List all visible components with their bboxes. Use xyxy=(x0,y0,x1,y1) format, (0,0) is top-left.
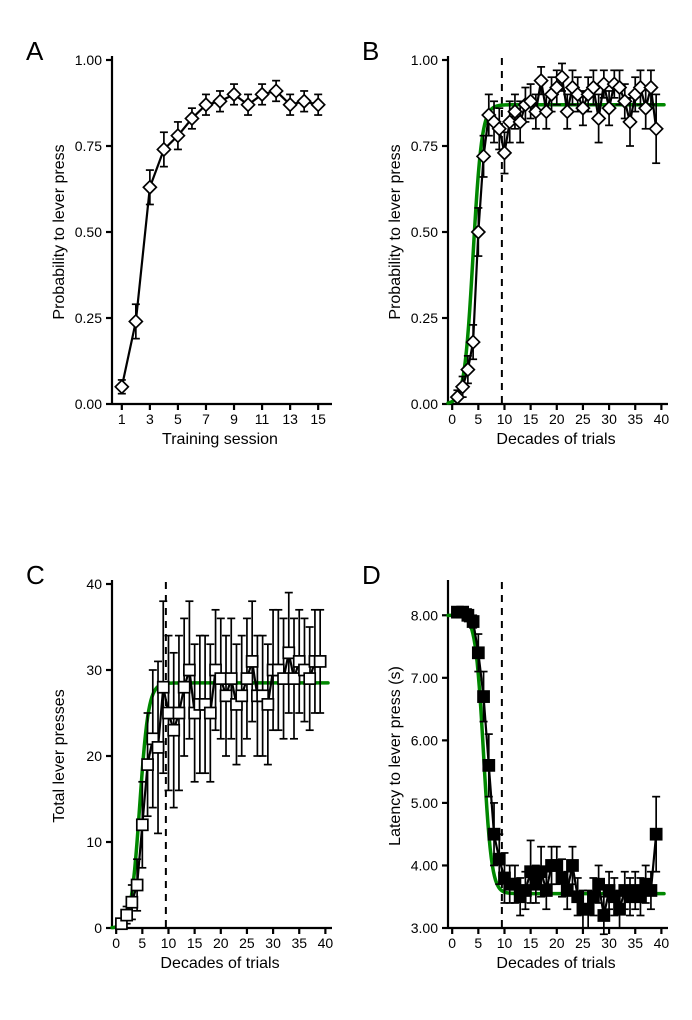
svg-text:6.00: 6.00 xyxy=(411,732,438,748)
svg-text:Probability to lever press: Probability to lever press xyxy=(51,144,68,319)
svg-text:15: 15 xyxy=(523,935,539,951)
svg-text:1.00: 1.00 xyxy=(411,52,438,68)
svg-text:30: 30 xyxy=(601,411,617,427)
svg-text:25: 25 xyxy=(575,935,591,951)
panel-B: 0.00 0.25 0.50 0.75 1.00 0 5 10 15 20 25 30 35 40 Prob… xyxy=(386,40,676,460)
panel-D: 3.00 4.00 5.00 6.00 7.00 8.00 0 5 10 15 20 25 30 35 40… xyxy=(386,564,676,984)
svg-text:30: 30 xyxy=(86,662,102,678)
svg-text:10: 10 xyxy=(161,935,177,951)
svg-text:10: 10 xyxy=(497,935,513,951)
svg-text:8.00: 8.00 xyxy=(411,607,438,623)
svg-text:3.00: 3.00 xyxy=(411,920,438,936)
svg-text:13: 13 xyxy=(282,411,298,427)
svg-text:25: 25 xyxy=(239,935,255,951)
svg-text:0: 0 xyxy=(448,935,456,951)
svg-text:Decades of trials: Decades of trials xyxy=(496,431,615,448)
svg-text:Decades of trials: Decades of trials xyxy=(496,955,615,972)
panel-label-A: A xyxy=(26,36,43,67)
svg-text:7.00: 7.00 xyxy=(411,670,438,686)
svg-text:0.00: 0.00 xyxy=(75,396,102,412)
svg-text:0.50: 0.50 xyxy=(75,224,102,240)
svg-text:11: 11 xyxy=(255,411,270,427)
svg-text:0.75: 0.75 xyxy=(75,138,102,154)
svg-text:0.25: 0.25 xyxy=(411,310,438,326)
svg-text:Total lever presses: Total lever presses xyxy=(51,689,68,822)
svg-text:40: 40 xyxy=(654,411,670,427)
svg-text:0.00: 0.00 xyxy=(411,396,438,412)
svg-text:10: 10 xyxy=(497,411,513,427)
svg-text:0: 0 xyxy=(112,935,120,951)
panel-C: 0 10 20 30 40 0 5 10 15 20 25 30 35 40 Total lever pre… xyxy=(50,564,340,984)
svg-text:Latency to lever press (s): Latency to lever press (s) xyxy=(387,666,404,846)
panel-A: 0.000.250.500.751.0013579111315Probabili… xyxy=(50,40,340,460)
svg-text:25: 25 xyxy=(575,411,591,427)
svg-text:20: 20 xyxy=(86,748,102,764)
svg-text:5: 5 xyxy=(138,935,146,951)
svg-text:15: 15 xyxy=(187,935,203,951)
panel-label-D: D xyxy=(362,560,381,591)
svg-text:0: 0 xyxy=(94,920,102,936)
svg-text:35: 35 xyxy=(627,935,643,951)
svg-text:5: 5 xyxy=(174,411,182,427)
svg-text:35: 35 xyxy=(291,935,307,951)
svg-text:0.75: 0.75 xyxy=(411,138,438,154)
panel-label-C: C xyxy=(26,560,45,591)
figure: A B C D 0.000.250.500.751.0013579111315P… xyxy=(0,0,692,1020)
svg-text:20: 20 xyxy=(213,935,229,951)
svg-text:5.00: 5.00 xyxy=(411,795,438,811)
svg-text:Probability to lever press: Probability to lever press xyxy=(387,144,404,319)
svg-text:20: 20 xyxy=(549,411,565,427)
svg-text:15: 15 xyxy=(310,411,326,427)
svg-text:0.50: 0.50 xyxy=(411,224,438,240)
svg-text:4.00: 4.00 xyxy=(411,857,438,873)
svg-text:Decades of trials: Decades of trials xyxy=(160,955,279,972)
svg-text:40: 40 xyxy=(654,935,670,951)
panel-label-B: B xyxy=(362,36,379,67)
svg-text:9: 9 xyxy=(230,411,238,427)
svg-text:20: 20 xyxy=(549,935,565,951)
svg-text:40: 40 xyxy=(86,576,102,592)
svg-text:Training session: Training session xyxy=(162,431,278,448)
svg-text:35: 35 xyxy=(627,411,643,427)
svg-text:7: 7 xyxy=(202,411,210,427)
svg-text:10: 10 xyxy=(86,834,102,850)
svg-text:3: 3 xyxy=(146,411,154,427)
svg-text:0: 0 xyxy=(448,411,456,427)
svg-text:1: 1 xyxy=(118,411,126,427)
svg-text:1.00: 1.00 xyxy=(75,52,102,68)
svg-text:15: 15 xyxy=(523,411,539,427)
svg-text:30: 30 xyxy=(265,935,281,951)
svg-text:5: 5 xyxy=(474,411,482,427)
svg-text:5: 5 xyxy=(474,935,482,951)
svg-text:40: 40 xyxy=(318,935,334,951)
svg-text:0.25: 0.25 xyxy=(75,310,102,326)
svg-text:30: 30 xyxy=(601,935,617,951)
